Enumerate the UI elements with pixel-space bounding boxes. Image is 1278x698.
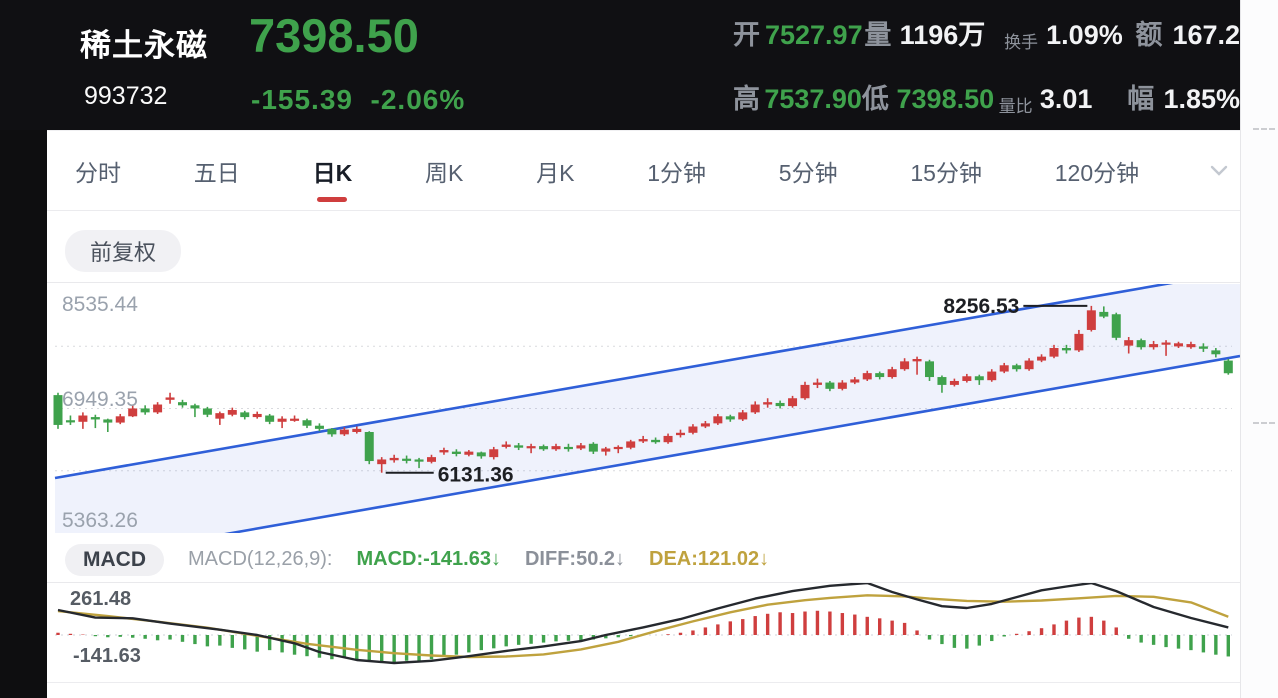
tab-5min[interactable]: 5分钟 (778, 159, 838, 186)
right-margin (1240, 0, 1278, 698)
amount-value: 167.2 (1172, 20, 1240, 50)
tab-15min[interactable]: 15分钟 (910, 159, 982, 186)
tab-minute-line[interactable]: 分时 (75, 159, 121, 186)
macd-header-bar: MACD MACD(12,26,9): MACD:-141.63↓ DIFF:5… (47, 537, 1240, 583)
stock-code: 993732 (84, 82, 168, 110)
period-tab-bar: 分时 五日 日K 周K 月K 1分钟 5分钟 15分钟 120分钟 (47, 130, 1240, 211)
svg-text:8535.44: 8535.44 (62, 293, 138, 316)
turnover-value: 1.09% (1046, 20, 1123, 50)
tab-5day[interactable]: 五日 (193, 159, 240, 186)
stats-panel: 开 7527.97 量 1196万 换手 1.09% 额 167.2 高 753… (733, 13, 1240, 130)
tab-daily-k[interactable]: 日K (311, 144, 355, 198)
amount-label: 额 (1135, 20, 1163, 50)
svg-text:5363.26: 5363.26 (62, 509, 138, 532)
macd-value: MACD:-141.63↓ (356, 548, 501, 570)
volume-ratio-value: 3.01 (1039, 84, 1093, 114)
tab-120min[interactable]: 120分钟 (1054, 159, 1140, 186)
change-amount: -155.39 (251, 84, 353, 115)
tab-weekly-k[interactable]: 周K (424, 159, 464, 186)
margin-dash-decor (1253, 422, 1275, 424)
stats-row-2: 高 7537.90 低 7398.50 量比 3.01 幅 1.85% (733, 77, 1240, 121)
svg-text:-141.63: -141.63 (73, 645, 141, 667)
tab-1min[interactable]: 1分钟 (647, 159, 707, 186)
chevron-down-icon[interactable] (1210, 165, 1228, 177)
current-price: 7398.50 (249, 9, 419, 62)
turnover-label: 换手 (1004, 32, 1039, 52)
svg-text:6131.36: 6131.36 (438, 464, 514, 487)
high-value: 7537.90 (764, 84, 862, 114)
price-change: -155.39 -2.06% (251, 84, 465, 116)
open-label: 开 (733, 20, 760, 50)
diff-value: DIFF:50.2↓ (524, 548, 626, 570)
volume-value: 1196万 (899, 20, 986, 50)
svg-text:6949.35: 6949.35 (62, 388, 138, 411)
low-value: 7398.50 (896, 84, 995, 114)
high-label: 高 (733, 84, 760, 114)
macd-chart[interactable]: 261.48 -141.63 (47, 583, 1240, 683)
candlestick-chart[interactable]: 8535.44 6949.35 5363.26 8256.53 6131.36 (47, 282, 1240, 536)
stats-row-1: 开 7527.97 量 1196万 换手 1.09% 额 167.2 (733, 13, 1240, 57)
low-label: 低 (861, 84, 889, 114)
svg-text:261.48: 261.48 (70, 588, 131, 610)
margin-dash-decor (1253, 128, 1275, 130)
tab-monthly-k[interactable]: 月K (536, 159, 575, 186)
volume-ratio-label: 量比 (998, 96, 1033, 116)
forward-adjusted-button[interactable]: 前复权 (65, 230, 182, 272)
volume-label: 量 (864, 20, 892, 50)
change-percent: -2.06% (370, 84, 466, 115)
amplitude-value: 1.85% (1163, 84, 1240, 114)
svg-text:8256.53: 8256.53 (943, 295, 1019, 318)
stock-header: 稀土永磁 993732 7398.50 -155.39 -2.06% 开 752… (0, 0, 1240, 130)
dea-value: DEA:121.02↓ (649, 548, 770, 570)
macd-formula: MACD(12,26,9): (188, 548, 333, 570)
amplitude-label: 幅 (1127, 84, 1155, 114)
open-value: 7527.97 (764, 20, 863, 50)
macd-indicator-button[interactable]: MACD (65, 543, 164, 576)
stock-name: 稀土永磁 (80, 28, 208, 63)
